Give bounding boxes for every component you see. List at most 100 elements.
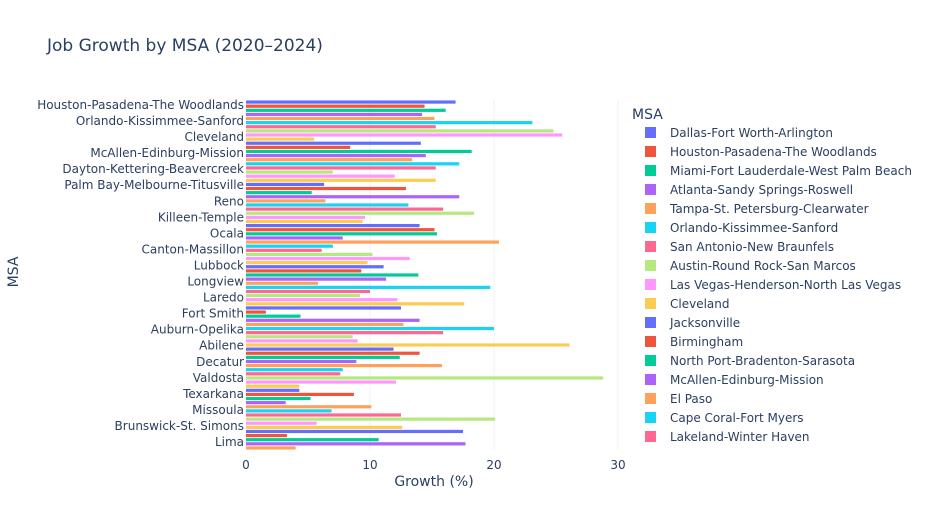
bar[interactable] xyxy=(246,339,358,343)
bar[interactable] xyxy=(246,162,460,166)
legend-label[interactable]: Jacksonville xyxy=(669,316,740,330)
bar[interactable] xyxy=(246,429,463,434)
bar[interactable] xyxy=(246,335,353,339)
legend-swatch[interactable] xyxy=(645,374,656,385)
bar[interactable] xyxy=(246,232,437,236)
legend-label[interactable]: Tampa-St. Petersburg-Clearwater xyxy=(669,202,869,216)
legend-label[interactable]: Lakeland-Winter Haven xyxy=(670,430,810,444)
legend-swatch[interactable] xyxy=(645,241,656,252)
bar[interactable] xyxy=(246,137,315,141)
legend-swatch[interactable] xyxy=(645,412,656,423)
bar[interactable] xyxy=(246,438,379,442)
bar[interactable] xyxy=(246,145,351,149)
legend-label[interactable]: Austin-Round Rock-San Marcos xyxy=(670,259,856,273)
bar[interactable] xyxy=(246,211,475,215)
bar[interactable] xyxy=(246,116,435,121)
bar[interactable] xyxy=(246,203,409,207)
bar[interactable] xyxy=(246,182,325,187)
bar[interactable] xyxy=(246,170,333,174)
legend-swatch[interactable] xyxy=(645,184,656,195)
bar[interactable] xyxy=(246,261,368,265)
bar[interactable] xyxy=(246,252,373,257)
bar[interactable] xyxy=(246,347,394,351)
bar[interactable] xyxy=(246,285,491,289)
legend-label[interactable]: El Paso xyxy=(670,392,712,406)
bar[interactable] xyxy=(246,178,436,182)
bar[interactable] xyxy=(246,228,435,232)
bar[interactable] xyxy=(246,207,444,211)
bar[interactable] xyxy=(246,322,404,327)
bar[interactable] xyxy=(246,326,494,331)
bar[interactable] xyxy=(246,240,499,244)
bar[interactable] xyxy=(246,433,287,438)
bar[interactable] xyxy=(246,244,333,248)
legend-swatch[interactable] xyxy=(645,317,656,328)
legend-label[interactable]: Atlanta-Sandy Springs-Roswell xyxy=(670,183,853,197)
bar[interactable] xyxy=(246,236,343,240)
bar[interactable] xyxy=(246,104,425,108)
bar[interactable] xyxy=(246,363,442,368)
bar[interactable] xyxy=(246,191,312,195)
bar[interactable] xyxy=(246,380,397,384)
legend-swatch[interactable] xyxy=(645,127,656,138)
bar[interactable] xyxy=(246,298,398,302)
bar[interactable] xyxy=(246,302,465,306)
bar[interactable] xyxy=(246,306,401,310)
bar[interactable] xyxy=(246,174,395,178)
bar[interactable] xyxy=(246,388,300,392)
bar[interactable] xyxy=(246,195,460,199)
bar[interactable] xyxy=(246,153,426,158)
bar[interactable] xyxy=(246,331,444,335)
bar[interactable] xyxy=(246,359,357,364)
legend-swatch[interactable] xyxy=(645,298,656,309)
bar[interactable] xyxy=(246,417,496,421)
bar[interactable] xyxy=(246,112,423,117)
legend-label[interactable]: San Antonio-New Braunfels xyxy=(670,240,834,254)
bar[interactable] xyxy=(246,314,301,318)
bar[interactable] xyxy=(246,293,361,298)
bar[interactable] xyxy=(246,343,570,347)
legend-label[interactable]: North Port-Bradenton-Sarasota xyxy=(670,354,855,368)
bar[interactable] xyxy=(246,166,436,170)
bar[interactable] xyxy=(246,281,318,285)
bar[interactable] xyxy=(246,269,362,273)
legend[interactable]: MSA Dallas-Fort Worth-Arlington Houston-P… xyxy=(632,107,912,444)
bar[interactable] xyxy=(246,396,311,401)
bar[interactable] xyxy=(246,413,401,417)
legend-label[interactable]: Houston-Pasadena-The Woodlands xyxy=(670,145,877,159)
bar[interactable] xyxy=(246,351,420,355)
bar[interactable] xyxy=(246,248,322,252)
bar[interactable] xyxy=(246,215,366,219)
bar[interactable] xyxy=(246,108,446,112)
bar[interactable] xyxy=(246,219,363,224)
legend-swatch[interactable] xyxy=(645,165,656,176)
legend-label[interactable]: McAllen-Edinburg-Mission xyxy=(670,373,824,387)
bar[interactable] xyxy=(246,100,456,104)
bar[interactable] xyxy=(246,442,466,446)
bar[interactable] xyxy=(246,121,533,125)
bar[interactable] xyxy=(246,392,354,397)
legend-swatch[interactable] xyxy=(645,222,656,233)
legend-label[interactable]: Orlando-Kissimmee-Sanford xyxy=(670,221,838,235)
bar[interactable] xyxy=(246,372,341,376)
legend-swatch[interactable] xyxy=(645,203,656,214)
bar[interactable] xyxy=(246,186,406,191)
bar[interactable] xyxy=(246,199,326,203)
legend-swatch[interactable] xyxy=(645,336,656,347)
legend-label[interactable]: Birmingham xyxy=(670,335,743,349)
bar[interactable] xyxy=(246,384,300,388)
bar[interactable] xyxy=(246,425,403,429)
legend-label[interactable]: Miami-Fort Lauderdale-West Palm Beach xyxy=(670,164,912,178)
legend-swatch[interactable] xyxy=(645,355,656,366)
bar[interactable] xyxy=(246,256,410,261)
bar[interactable] xyxy=(246,401,286,405)
bar[interactable] xyxy=(246,368,343,372)
bar[interactable] xyxy=(246,149,472,154)
bar[interactable] xyxy=(246,133,563,137)
bar[interactable] xyxy=(246,318,420,322)
bar[interactable] xyxy=(246,289,370,294)
bar[interactable] xyxy=(246,310,266,314)
bar[interactable] xyxy=(246,277,387,281)
bar[interactable] xyxy=(246,446,296,450)
bar[interactable] xyxy=(246,409,332,413)
